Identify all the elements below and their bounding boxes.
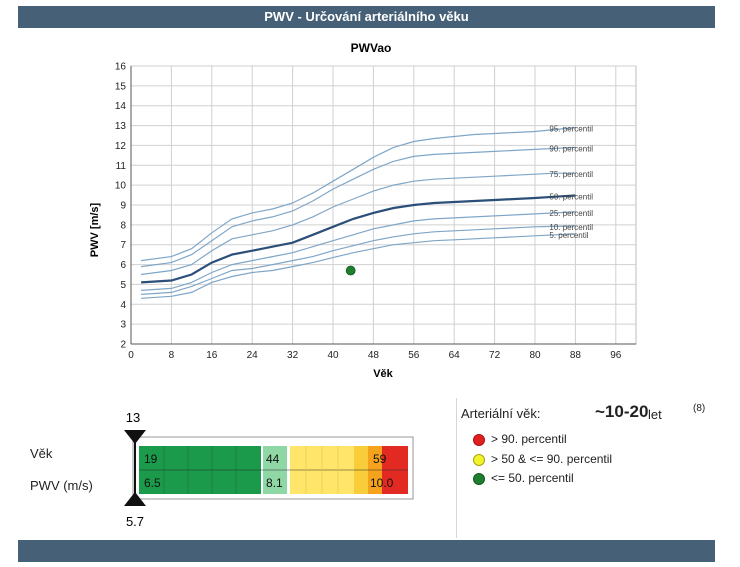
y-tick-label: 10 <box>115 181 127 192</box>
x-tick-label: 48 <box>368 350 380 361</box>
arterial-age-unit: let <box>648 407 662 422</box>
legend-item-yellow: > 50 & <= 90. percentil <box>473 452 613 466</box>
legend-item-red: > 90. percentil <box>473 432 567 446</box>
legend-item-label: <= 50. percentil <box>491 471 574 485</box>
gauge-gridlines <box>163 446 237 494</box>
x-tick-label: 88 <box>570 350 582 361</box>
series-label: 90. percentil <box>549 144 593 153</box>
x-tick-label: 0 <box>128 350 134 361</box>
x-tick-label: 32 <box>287 350 299 361</box>
series-label: 95. percentil <box>549 125 593 134</box>
chart-title: PWVao <box>351 41 392 55</box>
x-tick-label: 80 <box>529 350 541 361</box>
page-title: PWV - Určování arteriálního věku <box>18 6 715 28</box>
marker-top-value: 13 <box>126 410 140 425</box>
x-tick-label: 8 <box>169 350 175 361</box>
age-gauge: Věk PWV (m/s) 13 5.7 19 44 59 6.5 8.1 10… <box>0 400 450 540</box>
y-tick-label: 16 <box>115 62 127 73</box>
series-line <box>141 194 576 284</box>
pwv-chart: 0 8 16 24 32 40 48 56 64 72 80 88 962345678910111213… <box>89 41 637 380</box>
y-tick-label: 9 <box>120 201 126 212</box>
y-tick-label: 6 <box>120 260 126 271</box>
pwv-value-green: 6.5 <box>144 476 161 490</box>
pwv-value-lightgreen: 8.1 <box>266 476 283 490</box>
row-label-pwv: PWV (m/s) <box>30 478 93 493</box>
age-value-green: 19 <box>144 452 158 466</box>
arterial-age-heading: Arteriální věk: <box>461 406 541 421</box>
legend-item-green: <= 50. percentil <box>473 471 574 485</box>
series-label: 10. percentil <box>549 223 593 232</box>
series-line <box>141 233 576 299</box>
series-line <box>141 127 576 262</box>
x-tick-label: 16 <box>206 350 218 361</box>
y-tick-label: 5 <box>120 280 126 291</box>
x-axis-label: Věk <box>373 368 393 380</box>
x-tick-label: 72 <box>489 350 501 361</box>
y-tick-label: 13 <box>115 121 127 132</box>
y-axis-label: PWV [m/s] <box>89 202 101 257</box>
y-tick-label: 8 <box>120 220 126 231</box>
y-tick-label: 4 <box>120 300 126 311</box>
x-tick-label: 40 <box>327 350 339 361</box>
marker-bottom-triangle <box>124 492 146 506</box>
y-tick-label: 2 <box>120 340 126 351</box>
marker-bottom-value: 5.7 <box>126 514 144 529</box>
red-dot-icon <box>473 434 485 446</box>
yellow-dot-icon <box>473 454 485 466</box>
series-line <box>141 211 576 291</box>
arterial-age-note: (8) <box>693 403 706 414</box>
legend-item-label: > 90. percentil <box>491 432 567 446</box>
gauge-bar: 13 5.7 19 44 59 6.5 8.1 10.0 <box>124 410 414 529</box>
footer-bar <box>18 540 715 562</box>
x-tick-label: 56 <box>408 350 420 361</box>
y-tick-label: 14 <box>115 101 127 112</box>
arterial-age-legend: Arteriální věk: ~10-20 let (8) > 90. per… <box>456 398 727 538</box>
pwv-value-red: 10.0 <box>370 476 394 490</box>
series-line <box>141 172 576 276</box>
gauge-gridlines-yellow <box>305 446 339 494</box>
green-dot-icon <box>473 473 485 485</box>
arterial-age-value: ~10-20 <box>595 402 649 421</box>
y-tick-label: 3 <box>120 320 126 331</box>
series-label: 25. percentil <box>549 209 593 218</box>
age-value-red: 59 <box>373 452 387 466</box>
x-tick-label: 96 <box>610 350 622 361</box>
series-label: 75. percentil <box>549 170 593 179</box>
row-label-age: Věk <box>30 446 53 461</box>
chart-grid <box>130 65 637 345</box>
series-line <box>141 225 576 295</box>
series-label: 50. percentil <box>549 192 593 201</box>
y-tick-label: 12 <box>115 141 127 152</box>
chart-series <box>141 127 576 299</box>
legend-item-label: > 50 & <= 90. percentil <box>491 452 613 466</box>
x-tick-label: 24 <box>247 350 259 361</box>
chart-axes: 0 8 16 24 32 40 48 56 64 72 80 88 962345678910111213… <box>115 62 636 361</box>
patient-point <box>345 265 356 276</box>
y-tick-label: 7 <box>120 240 126 251</box>
chart-series-labels: 95. percentil 90. percentil 75. percentil 5… <box>549 125 593 240</box>
age-value-lightgreen: 44 <box>266 452 280 466</box>
y-tick-label: 11 <box>116 161 127 172</box>
series-label: 5. percentil <box>549 231 588 240</box>
y-tick-label: 15 <box>115 81 127 92</box>
x-tick-label: 64 <box>449 350 461 361</box>
series-line <box>141 146 576 268</box>
